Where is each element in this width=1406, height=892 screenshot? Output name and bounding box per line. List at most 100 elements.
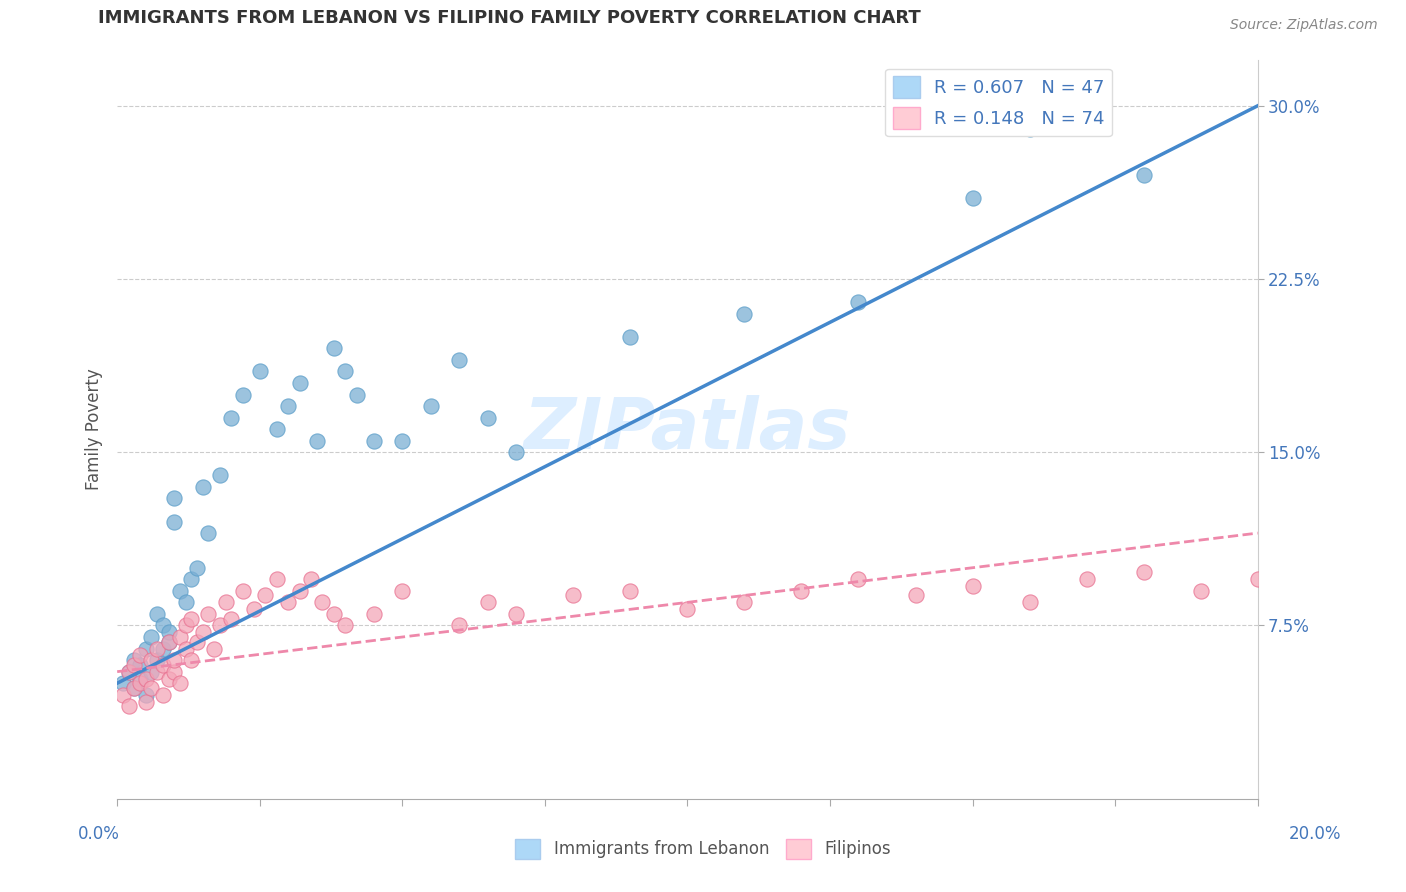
Point xyxy=(962,191,984,205)
Point xyxy=(477,410,499,425)
Point xyxy=(135,695,157,709)
Point xyxy=(1076,572,1098,586)
Text: IMMIGRANTS FROM LEBANON VS FILIPINO FAMILY POVERTY CORRELATION CHART: IMMIGRANTS FROM LEBANON VS FILIPINO FAMI… xyxy=(98,9,921,27)
Point xyxy=(152,618,174,632)
Point xyxy=(562,589,585,603)
Point xyxy=(219,410,242,425)
Legend: R = 0.607   N = 47, R = 0.148   N = 74: R = 0.607 N = 47, R = 0.148 N = 74 xyxy=(886,69,1112,136)
Text: 20.0%: 20.0% xyxy=(1288,825,1341,843)
Point xyxy=(266,422,288,436)
Point xyxy=(1132,566,1154,580)
Point xyxy=(169,583,191,598)
Point xyxy=(174,641,197,656)
Point xyxy=(1189,583,1212,598)
Point xyxy=(1018,121,1040,136)
Point xyxy=(733,307,755,321)
Point xyxy=(214,595,236,609)
Point xyxy=(322,607,344,621)
Point xyxy=(174,618,197,632)
Point xyxy=(848,295,870,310)
Point xyxy=(141,681,163,695)
Point xyxy=(1246,572,1268,586)
Point xyxy=(157,625,180,640)
Point xyxy=(790,583,813,598)
Point xyxy=(117,665,139,679)
Point xyxy=(219,611,242,625)
Point xyxy=(202,641,225,656)
Point xyxy=(186,634,208,648)
Point xyxy=(904,589,927,603)
Point xyxy=(157,634,180,648)
Point xyxy=(619,583,641,598)
Point xyxy=(124,681,146,695)
Point xyxy=(163,653,186,667)
Point xyxy=(163,515,186,529)
Point xyxy=(129,648,152,663)
Point xyxy=(146,653,169,667)
Text: 0.0%: 0.0% xyxy=(77,825,120,843)
Text: ZIPatlas: ZIPatlas xyxy=(524,394,851,464)
Point xyxy=(111,676,134,690)
Point xyxy=(146,607,169,621)
Point xyxy=(129,657,152,672)
Point xyxy=(733,595,755,609)
Point xyxy=(141,630,163,644)
Point xyxy=(117,699,139,714)
Point xyxy=(180,572,202,586)
Point xyxy=(335,618,357,632)
Point xyxy=(232,387,254,401)
Point xyxy=(346,387,368,401)
Point xyxy=(124,681,146,695)
Point xyxy=(197,607,219,621)
Point xyxy=(335,364,357,378)
Point xyxy=(117,665,139,679)
Point xyxy=(363,607,385,621)
Legend: Immigrants from Lebanon, Filipinos: Immigrants from Lebanon, Filipinos xyxy=(509,832,897,866)
Point xyxy=(111,688,134,702)
Point xyxy=(305,434,328,448)
Point xyxy=(391,434,413,448)
Point xyxy=(1361,566,1384,580)
Point xyxy=(243,602,266,616)
Point xyxy=(505,607,527,621)
Point xyxy=(848,572,870,586)
Text: Source: ZipAtlas.com: Source: ZipAtlas.com xyxy=(1230,18,1378,32)
Point xyxy=(449,618,471,632)
Point xyxy=(124,653,146,667)
Point xyxy=(277,399,299,413)
Point xyxy=(169,630,191,644)
Point xyxy=(962,579,984,593)
Point xyxy=(169,676,191,690)
Point xyxy=(124,657,146,672)
Point xyxy=(186,560,208,574)
Point xyxy=(676,602,699,616)
Point xyxy=(180,611,202,625)
Point xyxy=(174,595,197,609)
Point xyxy=(232,583,254,598)
Point xyxy=(163,665,186,679)
Point xyxy=(157,672,180,686)
Point xyxy=(1018,595,1040,609)
Point xyxy=(191,480,214,494)
Point xyxy=(152,641,174,656)
Point xyxy=(266,572,288,586)
Point xyxy=(505,445,527,459)
Point xyxy=(391,583,413,598)
Point xyxy=(163,491,186,506)
Point xyxy=(129,676,152,690)
Point xyxy=(146,641,169,656)
Point xyxy=(419,399,441,413)
Point xyxy=(152,688,174,702)
Point xyxy=(249,364,271,378)
Point xyxy=(208,618,231,632)
Point xyxy=(449,352,471,367)
Point xyxy=(277,595,299,609)
Point xyxy=(1303,560,1326,574)
Point xyxy=(129,672,152,686)
Y-axis label: Family Poverty: Family Poverty xyxy=(86,368,103,490)
Point xyxy=(135,688,157,702)
Point xyxy=(1132,168,1154,182)
Point xyxy=(141,665,163,679)
Point xyxy=(322,341,344,355)
Point xyxy=(254,589,277,603)
